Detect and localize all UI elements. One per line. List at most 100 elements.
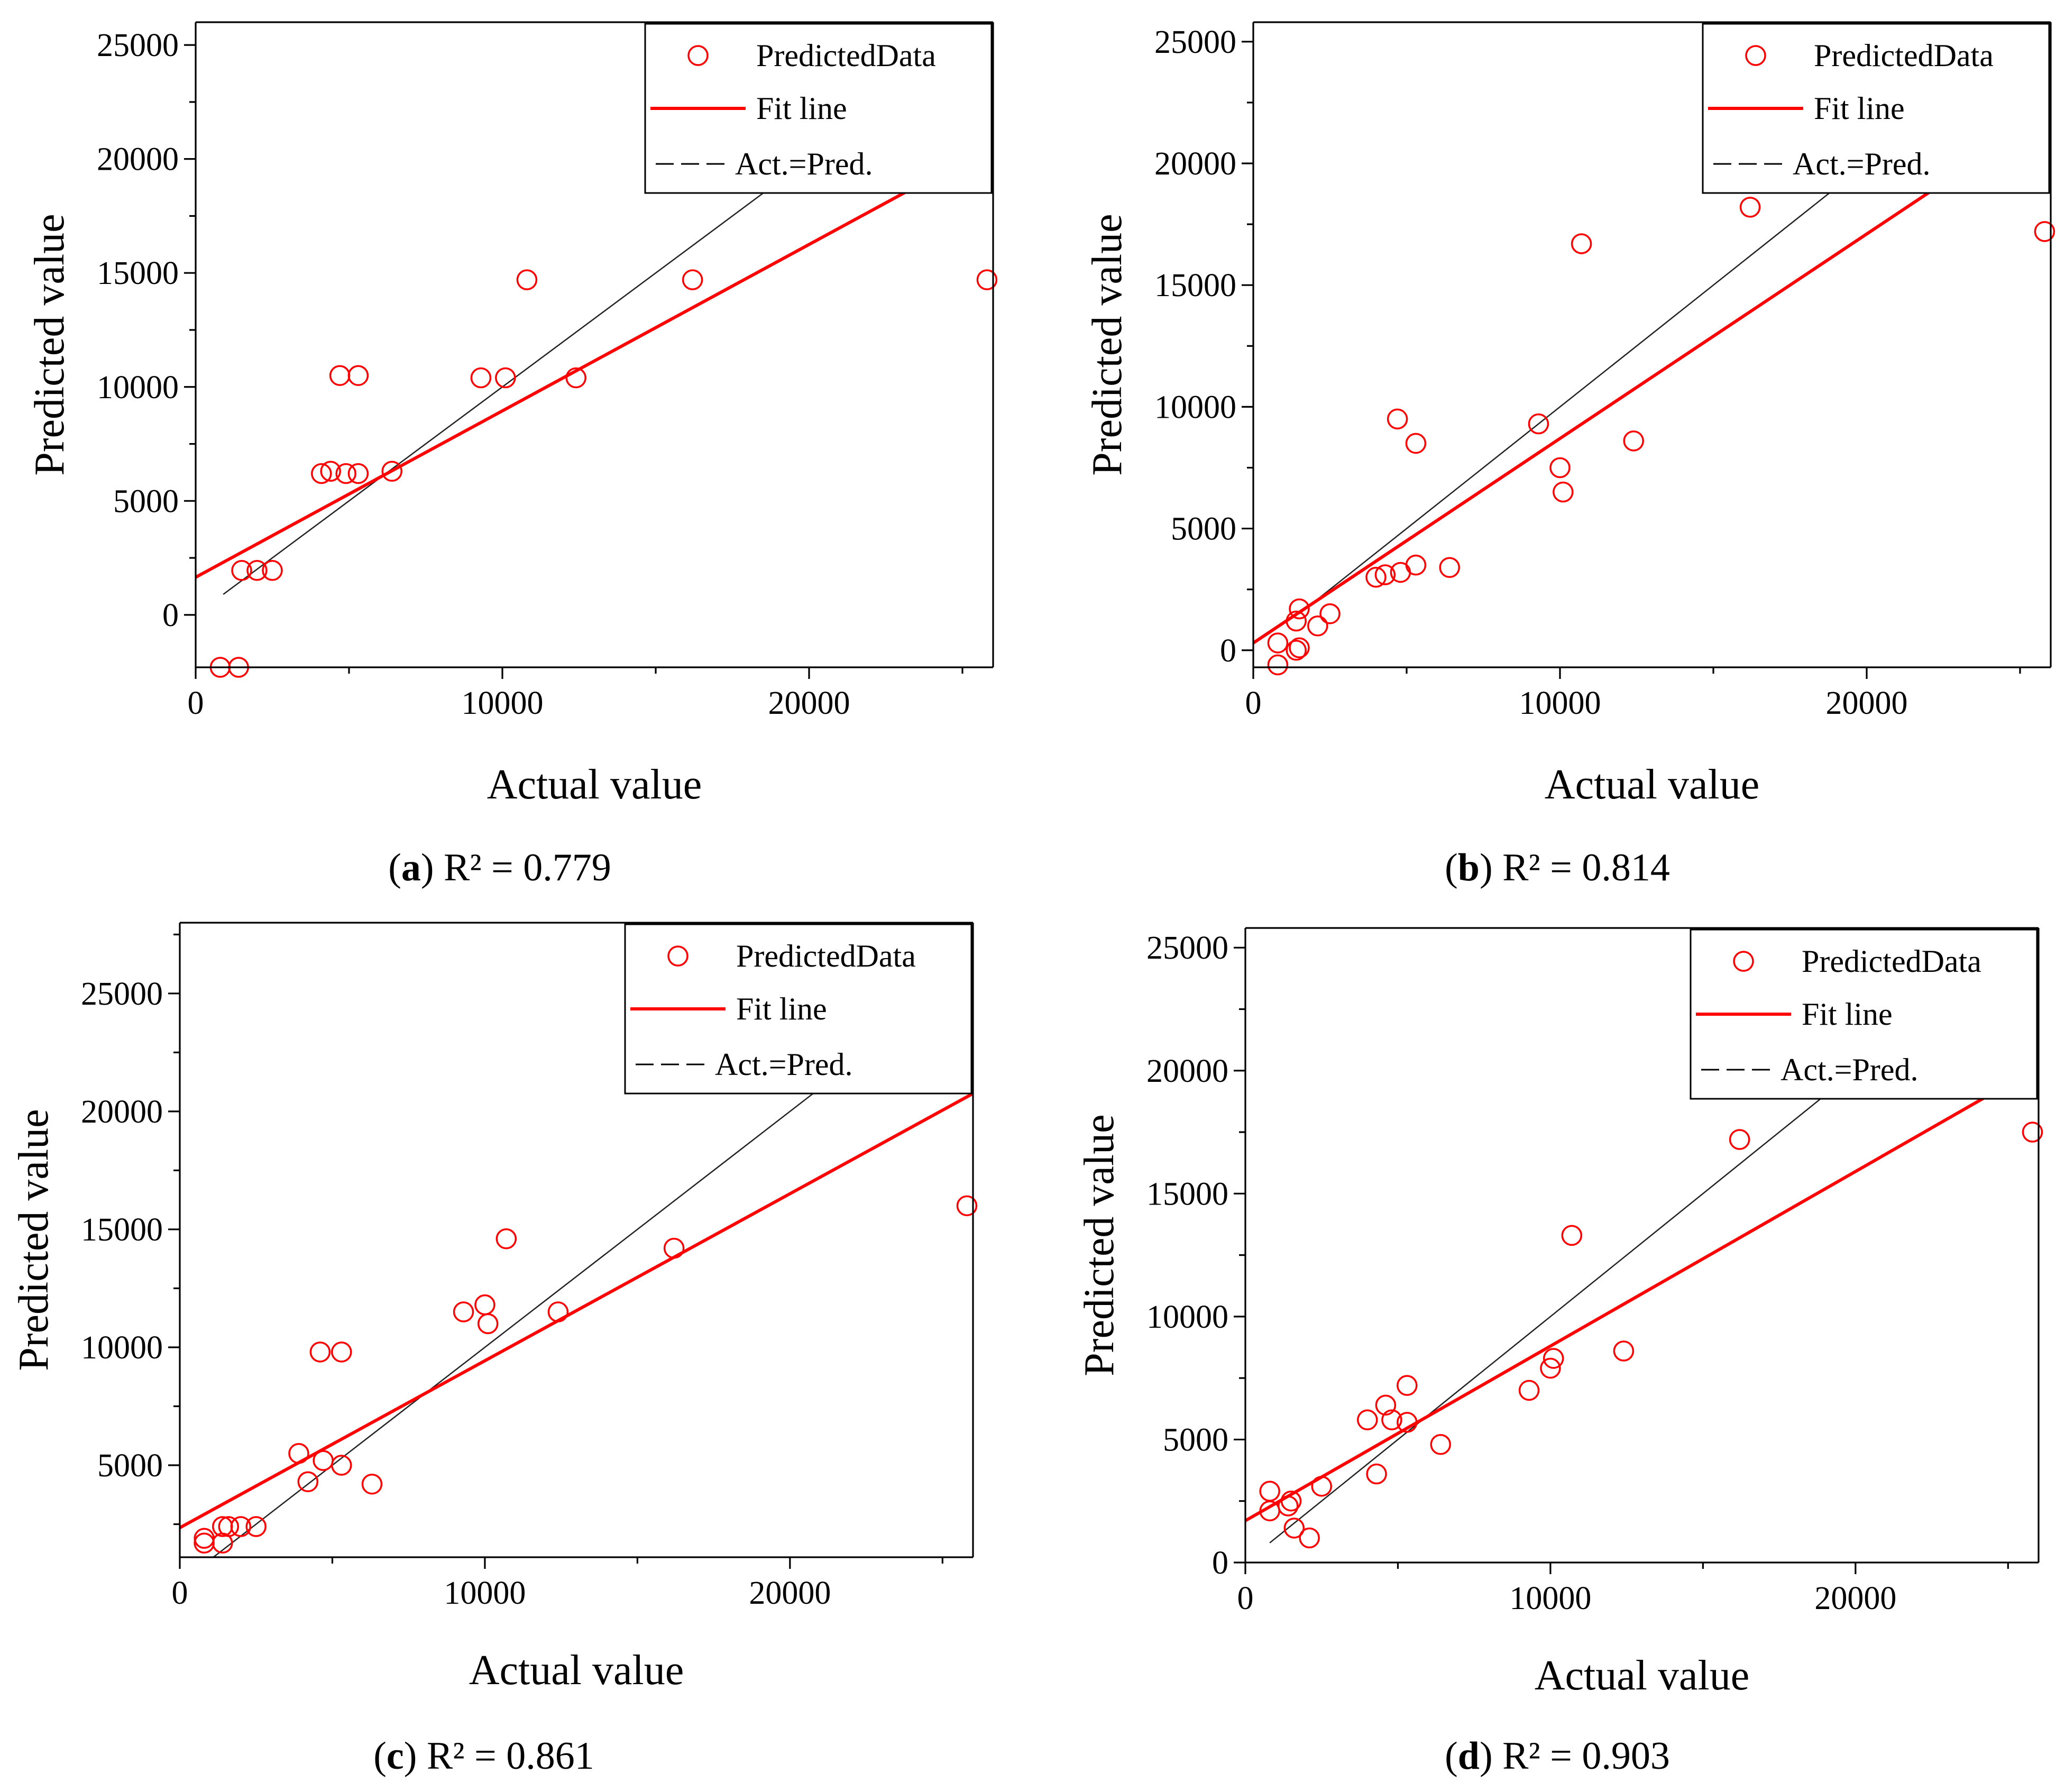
x-tick-label: 10000 [444, 1575, 526, 1611]
legend-label-identity: Act.=Pred. [1781, 1052, 1918, 1087]
data-point [1405, 433, 1427, 454]
data-point [1307, 615, 1328, 637]
x-tick-label: 0 [188, 685, 204, 721]
legend-marker-predicted [667, 945, 689, 967]
y-tick-label: 10000 [1154, 389, 1236, 425]
data-point [1267, 632, 1289, 654]
data-point [1267, 654, 1289, 676]
y-axis-title: Predicted value [11, 1109, 57, 1371]
x-axis-title: Actual value [469, 1647, 684, 1694]
data-point [1374, 564, 1396, 585]
data-point [1289, 637, 1310, 658]
data-point [311, 463, 332, 484]
data-point [331, 1341, 352, 1363]
data-point [1729, 1129, 1750, 1150]
caption-a: (a) R² = 0.779 [388, 846, 611, 889]
legend-label-predicted: PredictedData [736, 939, 916, 973]
data-point [1286, 610, 1307, 632]
plot-area-b: 0 10000 20000 0 5000 10000 15000 20000 25000 [1154, 21, 2055, 721]
data-point [1375, 1394, 1397, 1416]
data-point [347, 365, 369, 386]
caption-letter: c [387, 1734, 404, 1778]
y-tick-label: 20000 [97, 142, 179, 178]
y-tick-label: 5000 [113, 483, 179, 519]
y-tick-label: 5000 [1171, 511, 1236, 547]
caption-r2: R² = 0.903 [1493, 1734, 1670, 1778]
data-point [547, 1301, 569, 1322]
x-tick-label: 20000 [1814, 1580, 1896, 1616]
x-axis-title: Actual value [1545, 761, 1759, 808]
data-point [231, 560, 252, 581]
legend-label-fit: Fit line [1802, 997, 1893, 1032]
data-point [976, 269, 998, 290]
caption-letter: d [1458, 1734, 1480, 1778]
plot-area-c: 0 10000 20000 5000 10000 15000 20000 25000 [81, 922, 978, 1611]
data-point [1397, 1412, 1418, 1433]
legend-b: PredictedData Fit line Act.=Pred. [1702, 23, 2050, 194]
data-point [335, 463, 356, 484]
data-point [288, 1442, 309, 1464]
x-tick-label: 10000 [462, 685, 544, 721]
y-tick-label: 0 [1212, 1545, 1228, 1581]
data-point [516, 269, 538, 290]
data-point [331, 1455, 352, 1476]
data-point [194, 1528, 215, 1549]
data-point [477, 1313, 499, 1335]
legend-marker-predicted [687, 45, 709, 66]
x-tick-label: 0 [1237, 1580, 1254, 1616]
data-point [347, 463, 369, 484]
data-point [218, 1516, 240, 1537]
fit-line [180, 1092, 973, 1529]
data-point [230, 1516, 252, 1537]
data-point [1613, 1340, 1635, 1362]
data-point [1623, 430, 1644, 452]
data-point [1553, 481, 1574, 503]
x-tick-label: 10000 [1519, 685, 1601, 721]
y-tick-label: 10000 [97, 370, 179, 406]
legend-label-identity: Act.=Pred. [735, 146, 873, 181]
x-tick-label: 0 [1245, 685, 1262, 721]
data-point [1528, 413, 1549, 435]
x-tick-label: 10000 [1509, 1580, 1591, 1616]
data-point [1299, 1527, 1320, 1549]
x-tick-label: 20000 [768, 685, 850, 721]
panel-c: 0 10000 20000 5000 10000 15000 20000 25000 Pred… [11, 922, 978, 1778]
caption-b: (b) R² = 0.814 [1445, 846, 1670, 889]
data-point [1319, 603, 1341, 624]
caption-c: (c) R² = 0.861 [373, 1734, 594, 1778]
data-point [1549, 457, 1571, 479]
x-axis-title: Actual value [487, 761, 702, 808]
data-point [1543, 1348, 1564, 1369]
fit-line [1253, 110, 2051, 645]
plot-area-a: 0 10000 20000 0 5000 10000 15000 20000 25000 [97, 21, 998, 721]
caption-r2: R² = 0.779 [434, 846, 611, 889]
data-point [1381, 1409, 1402, 1430]
data-point [1439, 557, 1460, 578]
data-point [1540, 1357, 1561, 1379]
legend-label-fit: Fit line [1814, 91, 1905, 126]
caption-r2: R² = 0.814 [1493, 846, 1670, 889]
data-point [495, 1228, 517, 1249]
x-tick-label: 20000 [749, 1575, 831, 1611]
data-point [1405, 554, 1427, 576]
data-point [1311, 1476, 1332, 1497]
y-axis-title: Predicted value [1084, 214, 1131, 475]
x-axis-title: Actual value [1535, 1652, 1749, 1699]
fit-line [1245, 1065, 2039, 1522]
data-point [565, 367, 586, 389]
legend-label-identity: Act.=Pred. [1793, 146, 1930, 181]
y-tick-label: 15000 [81, 1212, 163, 1248]
caption-letter: b [1458, 846, 1480, 889]
plot-area-d: 0 10000 20000 0 5000 10000 15000 20000 25000 [1146, 927, 2043, 1616]
y-tick-label: 15000 [97, 255, 179, 291]
data-point [246, 560, 268, 581]
data-point [361, 1473, 383, 1495]
y-tick-label: 15000 [1154, 268, 1236, 304]
caption-letter: a [401, 846, 421, 889]
caption-d: (d) R² = 0.903 [1445, 1734, 1670, 1778]
data-point [495, 367, 516, 389]
data-point [1561, 1225, 1583, 1246]
y-tick-label: 25000 [97, 27, 179, 63]
data-point [2034, 221, 2055, 242]
